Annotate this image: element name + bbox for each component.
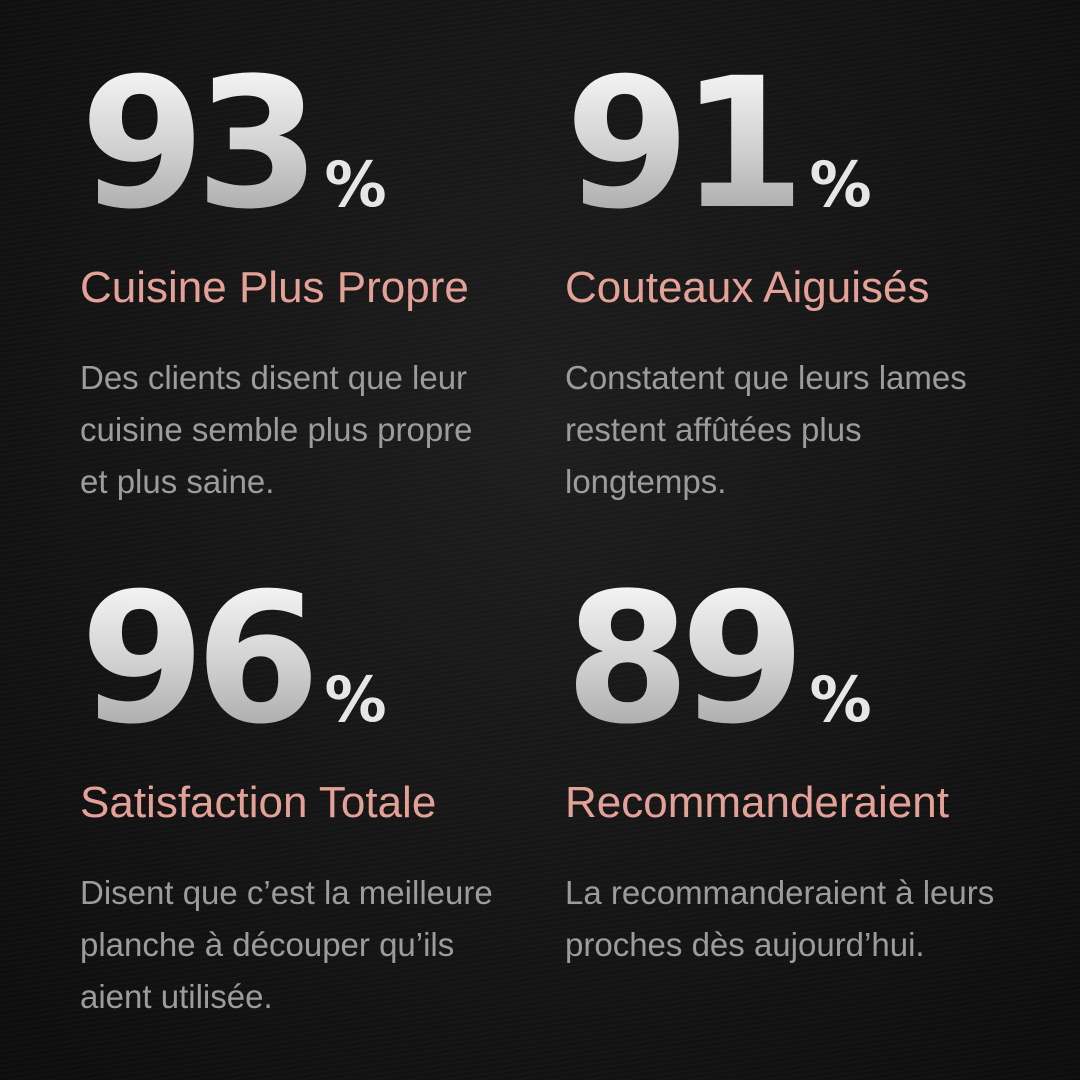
stat-title: Cuisine Plus Propre: [80, 263, 469, 312]
stat-number-row: 96%: [80, 555, 560, 764]
stat-card: 91% Couteaux Aiguisés Constatent que leurs…: [565, 40, 1045, 508]
stat-value: 96: [80, 555, 320, 764]
stat-card: 89% Recommanderaient La recommanderaient à…: [565, 555, 1045, 971]
stat-value: 91: [565, 40, 805, 249]
stat-value: 93: [80, 40, 320, 249]
stat-description: La recommanderaient à leurs proches dès a…: [565, 867, 1045, 971]
stat-unit: %: [324, 148, 387, 221]
stat-number-row: 93%: [80, 40, 560, 249]
stat-number-row: 89%: [565, 555, 1045, 764]
stat-number-row: 91%: [565, 40, 1045, 249]
stat-title: Recommanderaient: [565, 778, 949, 827]
description-line: restent affûtées plus: [565, 411, 862, 448]
stat-description: Constatent que leurs lames restent affûté…: [565, 352, 1045, 508]
description-line: longtemps.: [565, 463, 727, 500]
description-line: Des clients disent que leur: [80, 359, 468, 396]
description-line: aient utilisée.: [80, 978, 273, 1015]
stat-description: Disent que c’est la meilleure planche à d…: [80, 867, 560, 1023]
stat-value: 89: [565, 555, 805, 764]
stat-title: Satisfaction Totale: [80, 778, 437, 827]
description-line: planche à découper qu’ils: [80, 926, 455, 963]
description-line: Disent que c’est la meilleure: [80, 874, 493, 911]
stat-unit: %: [809, 663, 872, 736]
stat-card: 93% Cuisine Plus Propre Des clients disent…: [80, 40, 560, 508]
description-line: et plus saine.: [80, 463, 275, 500]
description-line: proches dès aujourd’hui.: [565, 926, 925, 963]
stat-unit: %: [809, 148, 872, 221]
description-line: La recommanderaient à leurs: [565, 874, 995, 911]
stat-title: Couteaux Aiguisés: [565, 263, 930, 312]
stat-unit: %: [324, 663, 387, 736]
stat-card: 96% Satisfaction Totale Disent que c’est l…: [80, 555, 560, 1023]
stat-description: Des clients disent que leur cuisine sembl…: [80, 352, 560, 508]
description-line: cuisine semble plus propre: [80, 411, 473, 448]
description-line: Constatent que leurs lames: [565, 359, 967, 396]
